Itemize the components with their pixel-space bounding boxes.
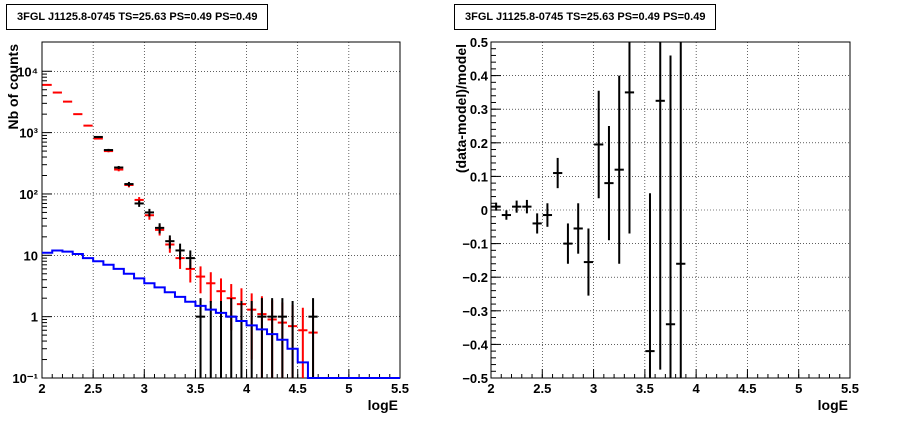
left-x-tick-label: 5 (345, 381, 352, 396)
left-x-tick-label: 4 (243, 381, 251, 396)
left-x-tick-label: 3.5 (186, 381, 204, 396)
right-x-tick-label: 2.5 (533, 381, 551, 396)
right-y-tick-label: −0.4 (462, 337, 488, 352)
left-y-tick-label: 10 (24, 248, 38, 263)
left-y-tick-label: 10⁴ (17, 64, 38, 79)
right-y-tick-label: 0.1 (470, 169, 488, 184)
right-chart-title: 3FGL J1125.8-0745 TS=25.63 PS=0.49 PS=0.… (454, 4, 717, 30)
right-y-tick-label: 0 (481, 203, 488, 218)
right-y-tick-label: 0.3 (470, 102, 488, 117)
right-x-tick-label: 3.5 (636, 381, 654, 396)
right-x-tick-label: 5 (795, 381, 802, 396)
right-y-tick-label: −0.3 (462, 304, 488, 319)
left-x-tick-label: 5.5 (391, 381, 409, 396)
left-x-tick-label: 2.5 (84, 381, 102, 396)
left-y-axis-label: Nb of counts (5, 44, 21, 130)
left-x-tick-label: 3 (141, 381, 148, 396)
left-x-tick-label: 2 (38, 381, 45, 396)
right-y-tick-label: 0.4 (470, 69, 489, 84)
right-y-tick-label: −0.5 (462, 371, 488, 386)
right-y-axis-label: (data-model)/model (453, 44, 469, 173)
right-y-tick-label: −0.2 (462, 270, 488, 285)
right-x-tick-label: 4.5 (738, 381, 756, 396)
left-y-tick-label: 10³ (19, 126, 38, 141)
left-series-2-step-line (42, 249, 400, 379)
right-y-tick-label: 0.5 (470, 35, 488, 50)
right-y-tick-label: 0.2 (470, 136, 488, 151)
right-y-tick-label: −0.1 (462, 237, 488, 252)
right-x-tick-label: 4 (693, 381, 701, 396)
right-x-tick-label: 2 (487, 381, 494, 396)
right-x-axis-label: logE (818, 397, 848, 413)
left-x-axis-label: logE (368, 397, 398, 413)
left-y-tick-label: 1 (31, 310, 38, 325)
right-x-tick-label: 3 (590, 381, 597, 396)
left-chart-title: 3FGL J1125.8-0745 TS=25.63 PS=0.49 PS=0.… (6, 4, 269, 30)
left-y-tick-label: 10² (19, 187, 38, 202)
left-y-tick-label: 10⁻¹ (12, 371, 38, 386)
left-x-tick-label: 4.5 (289, 381, 307, 396)
right-x-tick-label: 5.5 (841, 381, 859, 396)
